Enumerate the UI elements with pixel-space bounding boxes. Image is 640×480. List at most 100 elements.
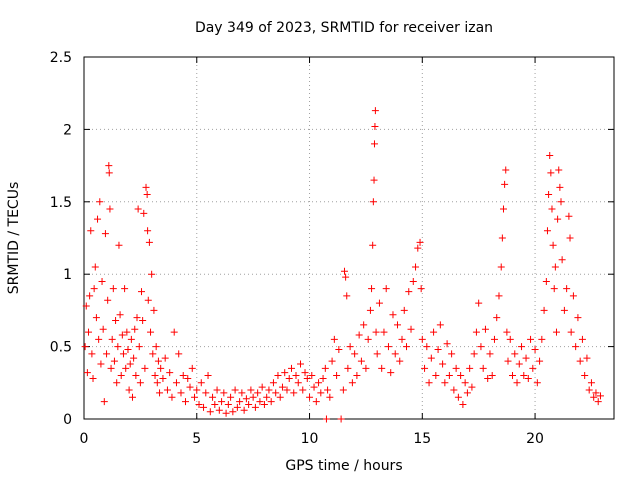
x-tick-label: 20 [526,431,544,447]
data-point [333,372,341,380]
data-point [265,386,273,394]
data-point [592,389,600,397]
data-point [104,296,112,304]
data-point [515,360,523,368]
data-point [342,273,350,281]
data-point [215,406,223,414]
data-point [147,328,155,336]
data-point [488,372,496,380]
data-point [156,389,164,397]
data-point [297,360,305,368]
data-point [448,350,456,358]
data-point [91,263,99,271]
data-point [211,401,219,409]
data-point [105,162,113,170]
data-point [319,374,327,382]
data-point [315,379,323,387]
data-point [409,277,417,285]
data-point [99,325,107,333]
data-point [427,354,435,362]
data-point [576,357,584,365]
data-point [231,386,239,394]
data-point [124,345,132,353]
data-point [378,364,386,372]
data-point [503,328,511,336]
data-point [543,227,551,235]
data-point [398,335,406,343]
data-point [529,364,537,372]
data-point [186,383,194,391]
data-point [324,386,332,394]
data-point [276,393,284,401]
data-point [372,328,380,336]
data-point [550,285,558,293]
data-point [445,372,453,380]
data-point [86,292,94,300]
x-axis-label: GPS time / hours [285,458,402,474]
data-point [513,379,521,387]
data-point [490,335,498,343]
data-point [479,364,487,372]
data-point [502,166,510,174]
data-point [484,374,492,382]
data-point [391,350,399,358]
data-point [360,321,368,329]
data-point [407,325,415,333]
data-point [274,372,282,380]
data-point [551,263,559,271]
data-point [498,234,506,242]
data-point [263,393,271,401]
data-point [100,398,108,406]
data-point [421,364,429,372]
data-point [371,123,379,131]
data-point [520,372,528,380]
data-point [233,403,241,411]
data-point [596,392,604,400]
data-point [128,393,136,401]
data-point [222,409,230,417]
data-point [179,372,187,380]
x-tick-label: 5 [192,431,201,447]
data-point [229,408,237,416]
data-point [501,180,509,188]
y-tick-label: 1.5 [50,195,72,211]
data-point [355,331,363,339]
data-point [135,343,143,351]
data-point [283,386,291,394]
data-point [107,364,115,372]
data-point [459,401,467,409]
data-point [94,215,102,223]
data-point [240,406,248,414]
data-point [545,191,553,199]
data-point [418,335,426,343]
data-point [511,350,519,358]
data-point [202,389,210,397]
data-point [149,350,157,358]
data-point [168,393,176,401]
data-point [549,241,557,249]
data-point [170,328,178,336]
data-point [127,335,135,343]
data-point [542,277,550,285]
data-point [371,107,379,115]
data-point [351,350,359,358]
data-point [134,205,142,213]
data-point [227,393,235,401]
data-point [454,393,462,401]
data-point [470,350,478,358]
data-point [90,285,98,293]
data-point [96,198,104,206]
data-point [343,292,351,300]
data-point [141,364,149,372]
data-point [578,335,586,343]
data-point [466,364,474,372]
data-point [136,379,144,387]
data-point [346,343,354,351]
data-point [312,398,320,406]
data-point [405,288,413,296]
data-point [260,401,268,409]
data-point [197,379,205,387]
data-point [552,328,560,336]
data-point [121,285,129,293]
data-point [172,379,180,387]
